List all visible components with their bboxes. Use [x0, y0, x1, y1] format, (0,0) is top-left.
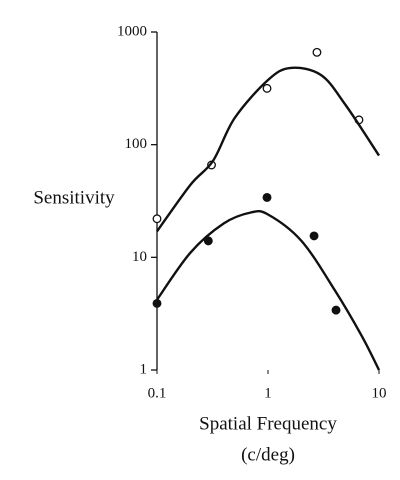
- x-axis-unit: (c/deg): [241, 444, 295, 465]
- data-point: [152, 214, 162, 224]
- data-point: [152, 298, 162, 308]
- fit-curve: [156, 209, 381, 371]
- x-tick-label: 10: [372, 385, 387, 401]
- x-axis-label: Spatial Frequency: [199, 413, 337, 434]
- data-point: [331, 305, 341, 315]
- y-tick-label: 1: [140, 361, 148, 377]
- data-point: [262, 193, 272, 202]
- y-tick-label: 1000: [117, 23, 147, 39]
- data-point: [203, 236, 213, 246]
- y-axis-label: Sensitivity: [33, 187, 115, 208]
- x-tick-label: 0.1: [148, 385, 167, 401]
- data-point: [309, 231, 319, 241]
- y-tick-label: 100: [125, 136, 148, 152]
- fit-curve: [156, 66, 381, 233]
- data-point: [312, 47, 322, 57]
- data-point: [262, 83, 272, 93]
- y-tick-label: 10: [132, 249, 147, 265]
- x-tick-label: 1: [264, 385, 272, 401]
